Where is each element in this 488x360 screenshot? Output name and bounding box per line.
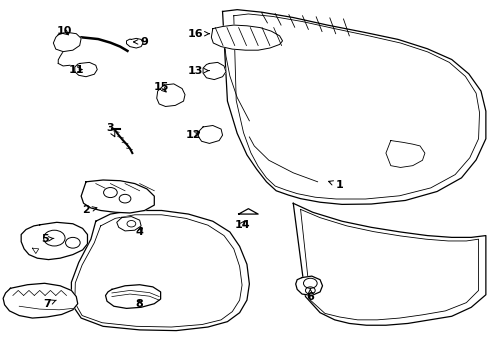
Text: 4: 4 — [136, 227, 143, 237]
Text: 9: 9 — [133, 37, 148, 47]
Polygon shape — [203, 62, 225, 80]
Text: 13: 13 — [188, 66, 208, 76]
Circle shape — [103, 188, 117, 198]
Polygon shape — [117, 217, 141, 231]
Text: 11: 11 — [68, 64, 84, 75]
Polygon shape — [293, 203, 485, 325]
Polygon shape — [198, 126, 222, 143]
Polygon shape — [105, 285, 160, 309]
Text: 5: 5 — [41, 234, 54, 244]
Circle shape — [65, 237, 80, 248]
Polygon shape — [21, 222, 87, 260]
Circle shape — [303, 278, 317, 288]
Text: 15: 15 — [154, 82, 169, 93]
Polygon shape — [157, 84, 184, 107]
Polygon shape — [81, 180, 154, 213]
Polygon shape — [71, 211, 249, 330]
Text: 2: 2 — [82, 206, 97, 216]
Text: 3: 3 — [106, 123, 115, 137]
Circle shape — [127, 221, 136, 227]
Polygon shape — [222, 10, 485, 204]
Text: 6: 6 — [306, 289, 314, 302]
Polygon shape — [238, 209, 258, 214]
Text: 7: 7 — [43, 299, 56, 309]
Polygon shape — [295, 276, 322, 296]
Polygon shape — [126, 39, 143, 48]
Polygon shape — [211, 25, 282, 50]
Circle shape — [43, 230, 65, 246]
Polygon shape — [53, 32, 81, 51]
Text: 1: 1 — [328, 180, 343, 190]
Text: 8: 8 — [136, 299, 143, 309]
Text: 12: 12 — [185, 130, 201, 140]
Text: 14: 14 — [234, 220, 249, 230]
Circle shape — [119, 194, 131, 203]
Text: 16: 16 — [187, 29, 209, 39]
Polygon shape — [75, 62, 97, 77]
Polygon shape — [3, 283, 78, 318]
Text: 10: 10 — [56, 26, 72, 36]
Circle shape — [305, 287, 315, 294]
